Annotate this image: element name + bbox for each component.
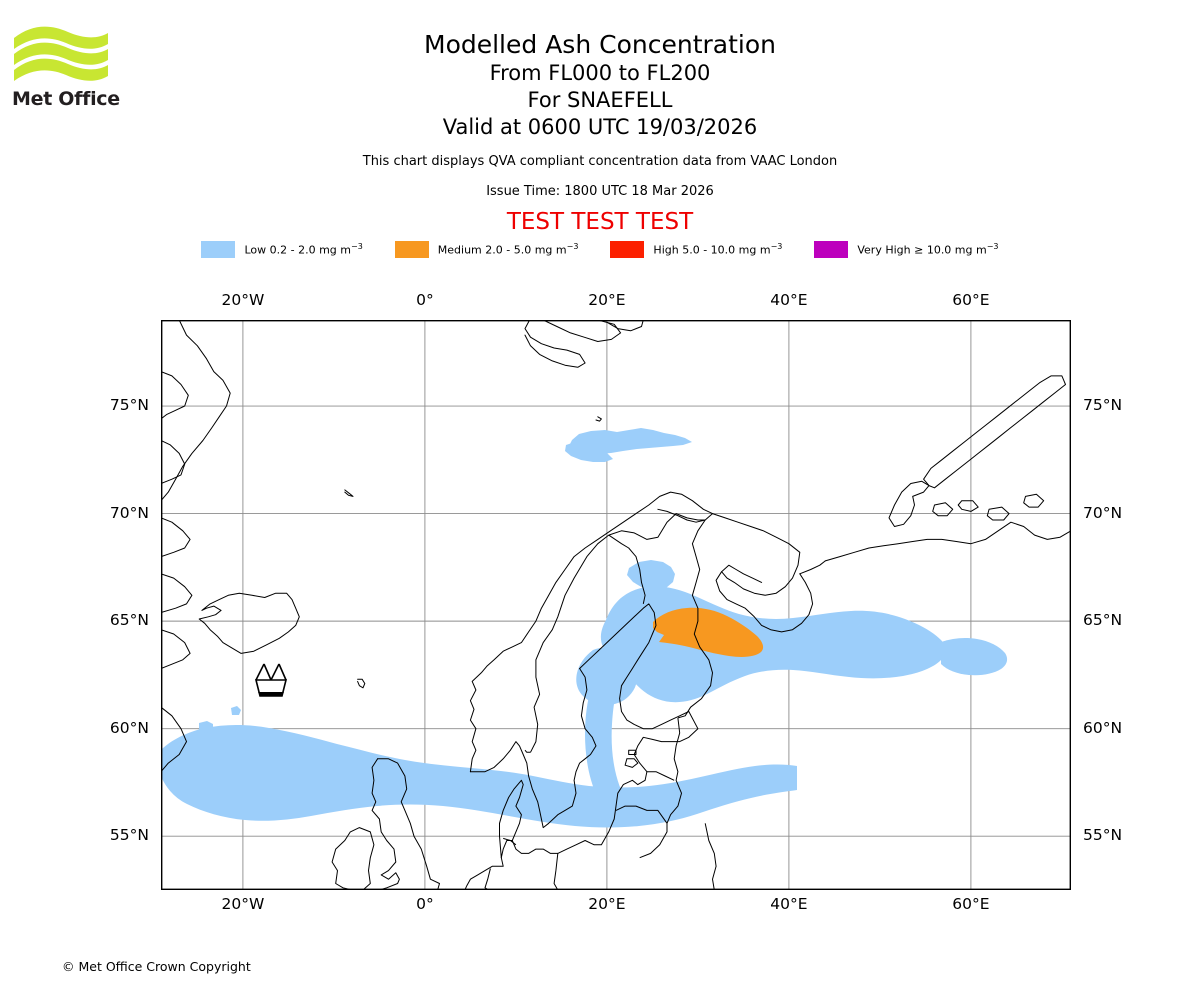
coastline — [932, 502, 954, 517]
coastline — [923, 375, 1066, 489]
met-office-wordmark: Met Office — [12, 88, 120, 110]
country-border — [646, 771, 675, 781]
coastline — [888, 480, 930, 527]
coastline — [799, 560, 826, 575]
country-border — [704, 823, 717, 890]
country-border — [503, 837, 517, 846]
lat-tick-left-55: 55°N — [109, 826, 149, 845]
lat-tick-right-65: 65°N — [1083, 611, 1123, 630]
legend-label-high: High 5.0 - 10.0 mg m−3 — [653, 242, 783, 257]
coastline — [824, 521, 1071, 562]
country-border — [677, 519, 713, 719]
lat-tick-right-60: 60°N — [1083, 718, 1123, 737]
met-office-logo: Met Office — [10, 22, 130, 112]
coastline — [331, 827, 375, 890]
lon-tick-bottom-40: 40°E — [770, 895, 808, 913]
legend-item-medium: Medium 2.0 - 5.0 mg m−3 — [394, 241, 579, 258]
coastline — [469, 491, 713, 773]
issue-time: Issue Time: 1800 UTC 18 Mar 2026 — [486, 184, 714, 199]
coastline — [357, 678, 366, 689]
lon-tick-top-60: 60°E — [952, 291, 990, 309]
legend-swatch-high — [610, 241, 645, 258]
map-country-borders — [484, 513, 717, 890]
lon-tick-top-0: 0° — [416, 291, 434, 309]
legend-label-very-high: Very High ≥ 10.0 mg m−3 — [857, 242, 999, 257]
legend-label-low: Low 0.2 - 2.0 mg m−3 — [244, 242, 363, 257]
coastline — [161, 320, 231, 502]
met-office-waves-icon — [14, 26, 108, 81]
coastline — [1023, 493, 1045, 508]
lat-tick-right-55: 55°N — [1083, 826, 1123, 845]
coastline — [628, 749, 637, 755]
lon-tick-top--20: 20°W — [221, 291, 265, 309]
coastline — [161, 573, 193, 613]
coastline — [524, 320, 586, 368]
title-block: Modelled Ash Concentration From FL000 to… — [0, 0, 1200, 236]
coastline — [499, 779, 524, 859]
legend-swatch-medium — [394, 241, 429, 258]
country-border — [524, 749, 531, 753]
map-coastlines — [161, 320, 1071, 890]
coastline — [371, 758, 400, 890]
lon-tick-bottom-20: 20°E — [588, 895, 626, 913]
country-border — [608, 513, 706, 540]
country-border — [608, 534, 646, 605]
legend-label-medium: Medium 2.0 - 5.0 mg m−3 — [437, 242, 579, 257]
coastline — [986, 506, 1010, 521]
flight-level-range: From FL000 to FL200 — [489, 61, 711, 85]
ash-plume-medium — [653, 607, 764, 657]
lat-tick-left-70: 70°N — [109, 503, 149, 522]
coastline — [377, 758, 440, 890]
country-border — [530, 534, 610, 753]
legend-item-high: High 5.0 - 10.0 mg m−3 — [610, 241, 782, 258]
coastline — [712, 513, 801, 596]
legend-item-low: Low 0.2 - 2.0 mg m−3 — [201, 241, 363, 258]
concentration-legend: Low 0.2 - 2.0 mg m−3 Medium 2.0 - 5.0 mg … — [0, 241, 1200, 258]
coastline — [344, 489, 354, 497]
lon-tick-top-40: 40°E — [770, 291, 808, 309]
legend-swatch-very-high — [814, 241, 849, 258]
coastline — [469, 668, 597, 829]
legend-item-very-high: Very High ≥ 10.0 mg m−3 — [814, 241, 999, 258]
copyright-notice: © Met Office Crown Copyright — [62, 959, 251, 974]
lon-tick-bottom-60: 60°E — [952, 895, 990, 913]
lon-tick-top-20: 20°E — [588, 291, 626, 309]
valid-time: Valid at 0600 UTC 19/03/2026 — [442, 115, 758, 139]
lon-tick-bottom--20: 20°W — [221, 895, 265, 913]
coastline — [161, 517, 191, 558]
legend-swatch-low — [201, 241, 236, 258]
lon-tick-bottom-0: 0° — [416, 895, 434, 913]
country-border — [615, 805, 668, 824]
coastline — [624, 758, 639, 768]
coastline — [464, 603, 699, 890]
coastline — [595, 416, 602, 422]
volcano-marker-icon — [254, 663, 288, 697]
coastline — [161, 629, 191, 669]
country-border — [666, 717, 682, 824]
lat-tick-right-75: 75°N — [1083, 396, 1123, 415]
country-border — [639, 823, 668, 859]
lat-tick-left-60: 60°N — [109, 718, 149, 737]
volcano-name: For SNAEFELL — [527, 88, 673, 112]
coastline — [957, 500, 979, 512]
country-border — [553, 853, 559, 890]
qva-disclaimer: This chart displays QVA compliant concen… — [362, 154, 838, 169]
coastline — [161, 706, 187, 773]
ash-concentration-map — [161, 320, 1071, 890]
lat-tick-left-75: 75°N — [109, 396, 149, 415]
coastline — [161, 440, 186, 484]
coastline — [198, 592, 300, 654]
coastline — [715, 571, 814, 633]
ash-plume-low — [161, 428, 1008, 828]
country-border — [484, 868, 491, 890]
lat-tick-right-70: 70°N — [1083, 503, 1123, 522]
lat-tick-left-65: 65°N — [109, 611, 149, 630]
page-title: Modelled Ash Concentration — [424, 30, 776, 59]
coastline — [606, 320, 644, 332]
test-banner: TEST TEST TEST — [506, 209, 694, 235]
map-frame — [161, 320, 1071, 890]
coastline — [161, 371, 189, 420]
